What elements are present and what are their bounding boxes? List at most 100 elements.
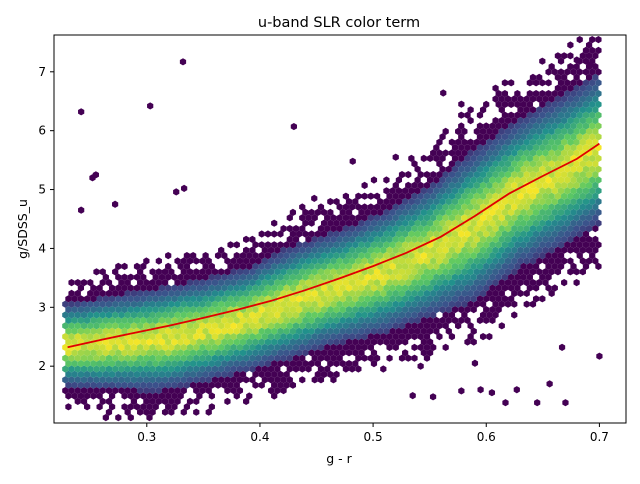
hexbin-cell — [495, 252, 502, 260]
x-tick-label: 0.4 — [250, 430, 269, 444]
hexbin-cell — [190, 338, 197, 346]
hexbin-cell — [358, 230, 365, 238]
hexbin-cell — [576, 122, 583, 130]
hexbin-cell — [402, 198, 409, 206]
hexbin-cell — [352, 284, 359, 292]
hexbin-cell — [433, 295, 440, 303]
hexbin-cell — [567, 138, 574, 146]
hexbin-cell — [280, 311, 287, 319]
hexbin-cell — [408, 327, 415, 335]
hexbin-cell — [423, 311, 431, 319]
hexbin-cell — [554, 149, 562, 157]
hexbin-cell — [380, 333, 387, 341]
hexbin-cell — [448, 203, 456, 211]
hexbin-cell — [548, 192, 555, 200]
hexbin-cell — [380, 322, 387, 330]
hexbin-cell — [249, 343, 256, 351]
hexbin-cell — [277, 381, 284, 389]
hexbin-cell — [361, 181, 368, 189]
hexbin-cell — [373, 192, 381, 200]
hexbin-cell — [373, 225, 381, 233]
hexbin-cell — [492, 192, 499, 200]
hexbin-cell — [557, 68, 565, 76]
hexbin-cell — [411, 268, 418, 276]
hexbin-cell — [373, 279, 381, 287]
hexbin-cell — [458, 295, 465, 303]
hexbin-cell — [470, 252, 477, 260]
hexbin-cell — [377, 230, 384, 238]
hexbin-cell — [345, 198, 353, 206]
hexbin-cell — [137, 268, 144, 276]
hexbin-cell — [221, 360, 228, 368]
hexbin-cell — [236, 343, 244, 351]
hexbin-cell — [464, 295, 471, 303]
hexbin-cell — [504, 268, 512, 276]
hexbin-cell — [355, 343, 362, 351]
hexbin-cell — [395, 295, 403, 303]
hexbin-cell — [149, 408, 156, 416]
hexbin-cell — [165, 316, 172, 324]
hexbin-cell — [305, 343, 312, 351]
hexbin-cell — [554, 106, 562, 114]
hexbin-cell — [155, 257, 162, 265]
hexbin-cell — [501, 122, 509, 130]
hexbin-cell — [320, 241, 328, 249]
hexbin-cell — [573, 225, 580, 233]
hexbin-cell — [433, 176, 440, 184]
hexbin-cell — [542, 257, 549, 265]
hexbin-cell — [261, 311, 268, 319]
hexbin-cell — [193, 333, 200, 341]
hexbin-cell — [177, 381, 184, 389]
hexbin-cell — [470, 176, 477, 184]
hexbin-cell — [227, 381, 234, 389]
hexbin-cell — [243, 257, 250, 265]
hexbin-cell — [93, 365, 100, 373]
hexbin-cell — [414, 219, 421, 227]
hexbin-cell — [377, 241, 384, 249]
hexbin-cell — [186, 365, 194, 373]
hexbin-cell — [548, 181, 555, 189]
outlier-bin — [290, 122, 298, 131]
hexbin-cell — [545, 284, 552, 292]
hexbin-cell — [405, 322, 412, 330]
hexbin-cell — [576, 252, 583, 260]
hexbin-cell — [71, 306, 78, 314]
hexbin-cell — [283, 273, 290, 281]
hexbin-cell — [470, 219, 477, 227]
hexbin-cell — [320, 284, 328, 292]
hexbin-cell — [517, 214, 524, 222]
hexbin-cell — [289, 241, 297, 249]
hexbin-cell — [492, 117, 499, 125]
hexbin-cell — [174, 387, 181, 395]
hexbin-cell — [183, 252, 191, 260]
hexbin-cell — [239, 327, 247, 335]
hexbin-cell — [292, 225, 300, 233]
hexbin-cell — [327, 284, 334, 292]
hexbin-cell — [395, 316, 403, 324]
hexbin-cell — [171, 381, 178, 389]
hexbin-cell — [286, 225, 293, 233]
hexbin-cell — [296, 241, 303, 249]
hexbin-cell — [280, 289, 287, 297]
hexbin-cell — [479, 225, 487, 233]
hexbin-cell — [149, 279, 156, 287]
hexbin-cell — [545, 165, 552, 173]
hexbin-cell — [84, 316, 91, 324]
hexbin-cell — [299, 333, 306, 341]
hexbin-cell — [355, 300, 362, 308]
hexbin-cell — [165, 403, 172, 411]
hexbin-cell — [352, 219, 359, 227]
x-axis: 0.3 0.4 0.5 0.6 0.7 — [137, 423, 609, 444]
hexbin-cell — [252, 327, 259, 335]
hexbin-cell — [411, 311, 418, 319]
hexbin-cell — [87, 289, 94, 297]
hexbin-cell — [439, 133, 446, 141]
hexbin-cell — [305, 300, 312, 308]
hexbin-cell — [486, 246, 493, 254]
hexbin-cell — [585, 203, 593, 211]
hexbin-cell — [420, 230, 427, 238]
hexbin-cell — [539, 219, 546, 227]
hexbin-cell — [585, 117, 593, 125]
hexbin-cell — [317, 203, 325, 211]
hexbin-cell — [504, 171, 512, 179]
